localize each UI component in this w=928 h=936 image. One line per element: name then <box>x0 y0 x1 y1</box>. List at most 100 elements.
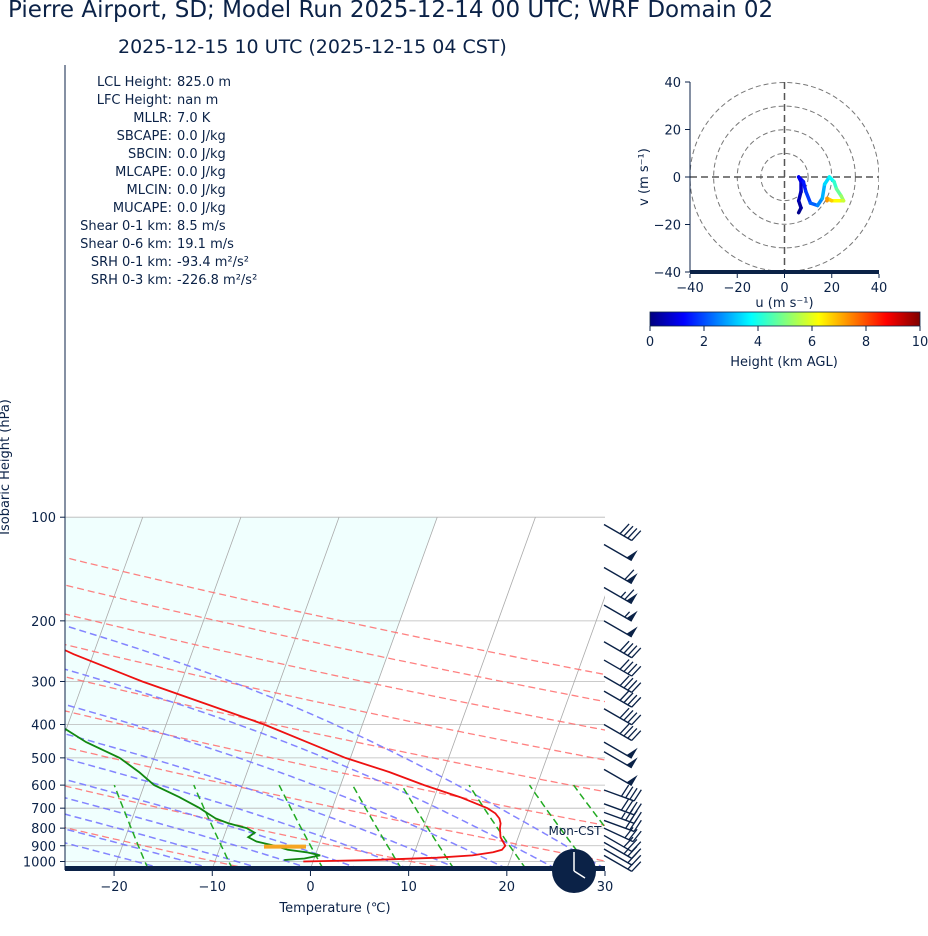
barb-staff <box>603 523 633 542</box>
x-tick-label: 0 <box>306 880 314 895</box>
param-value: 7.0 K <box>177 111 211 126</box>
barb-staff <box>603 708 633 726</box>
moist-region-shading <box>65 517 438 869</box>
moist-adiabat <box>65 813 262 870</box>
barb-flag <box>623 677 634 689</box>
isotherm-line <box>703 517 830 869</box>
barb-flag <box>631 730 642 741</box>
hodo-segment <box>804 189 813 205</box>
barb-half-flag <box>620 812 626 820</box>
clock-label: Mon-CST <box>549 824 603 838</box>
barb-staff <box>603 848 633 866</box>
y-tick-label: 300 <box>31 675 56 690</box>
wind-barb <box>603 640 642 659</box>
barb-staff <box>603 854 633 873</box>
barb-flag <box>632 830 642 843</box>
param-value: -93.4 m²/s² <box>177 255 249 270</box>
clock-hour-hand <box>573 870 586 879</box>
sounding-parameters: LCL Height: 825.0 m LFC Height: nan m MLLR: 7… <box>80 75 257 288</box>
wind-barb <box>603 848 642 866</box>
barb-flag <box>620 798 630 811</box>
wind-barbs <box>603 523 642 873</box>
barb-flag <box>627 852 638 864</box>
barb-flag <box>627 663 638 675</box>
param-label: Shear 0-6 km: <box>80 237 172 252</box>
dry-adiabat <box>65 613 605 731</box>
isotherm-line <box>604 867 605 869</box>
mixing-ratio-line <box>278 784 324 870</box>
mixing-ratio-line <box>572 784 605 829</box>
barb-flag <box>624 589 635 600</box>
wind-barb <box>603 841 642 859</box>
isotherm-line <box>408 517 536 869</box>
barb-flag <box>623 661 634 673</box>
barb-staff <box>603 659 633 677</box>
barb-flag <box>627 838 638 850</box>
moist-adiabat <box>65 668 557 870</box>
y-tick-label: 800 <box>31 822 56 837</box>
barb-staff <box>603 690 633 708</box>
wind-barb <box>603 707 642 726</box>
hodo-y-tick-label: −40 <box>654 266 681 281</box>
param-value: 8.5 m/s <box>177 219 226 234</box>
param-value: -226.8 m²/s² <box>177 273 257 288</box>
moist-adiabat <box>65 828 213 870</box>
dry-adiabat <box>65 584 605 703</box>
dry-adiabat <box>65 556 605 676</box>
skewt-axes: Isobaric Height (hPa) Temperature (℃) −2… <box>0 65 613 916</box>
barb-pennant <box>626 757 638 768</box>
dry-adiabat <box>65 746 605 862</box>
barb-flag <box>623 692 634 704</box>
barb-flag <box>619 690 630 701</box>
y-tick-label: 700 <box>31 802 56 817</box>
param-value: nan m <box>177 93 218 108</box>
param-label: SRH 0-3 km: <box>91 273 172 288</box>
barb-flag <box>623 836 634 848</box>
mixing-ratio-line <box>193 784 234 870</box>
barb-half-flag <box>620 591 627 598</box>
y-tick-label: 400 <box>31 718 56 733</box>
param-label: MUCAPE: <box>113 201 172 216</box>
hodo-bottom-spine <box>690 270 879 274</box>
wind-barb <box>603 741 638 759</box>
barb-pennant <box>626 550 638 561</box>
barb-flag <box>623 643 634 654</box>
param-value: 0.0 J/kg <box>177 129 226 144</box>
param-value: 0.0 J/kg <box>177 183 226 198</box>
wind-barb <box>603 586 638 605</box>
barb-flag <box>631 714 642 726</box>
barb-flag <box>627 679 638 691</box>
param-label: SBCIN: <box>128 147 172 162</box>
barb-pennant <box>626 610 638 622</box>
barb-flag <box>631 696 642 708</box>
mixing-ratio-line <box>351 784 403 870</box>
barb-flag <box>633 789 642 802</box>
hodo-y-tick-label: 0 <box>673 171 681 186</box>
wind-barb <box>603 566 638 585</box>
param-label: SBCAPE: <box>117 129 172 144</box>
hodo-x-tick-label: 20 <box>823 281 840 296</box>
barb-staff <box>603 841 633 859</box>
barb-flag <box>619 707 630 719</box>
barb-flag <box>631 665 642 677</box>
barb-staff <box>603 723 633 742</box>
param-label: LCL Height: <box>97 75 172 90</box>
hodo-x-tick-label: 40 <box>871 281 888 296</box>
hodo-x-tick-label: −20 <box>724 281 751 296</box>
wind-barb <box>603 723 642 742</box>
y-tick-label: 200 <box>31 615 56 630</box>
hodo-x-tick-label: −40 <box>676 281 703 296</box>
param-label: Shear 0-1 km: <box>80 219 172 234</box>
barb-flag <box>627 645 638 656</box>
barb-pennant <box>626 747 638 759</box>
isotherm-line <box>65 517 144 734</box>
wind-barb <box>603 826 642 843</box>
barb-staff <box>603 789 635 802</box>
barb-flag <box>619 675 630 687</box>
param-label: MLLR: <box>133 111 172 126</box>
colorbar-tick-label: 0 <box>646 335 654 350</box>
barb-flag <box>627 845 638 857</box>
dry-adiabat <box>65 785 448 870</box>
barb-flag <box>619 723 630 735</box>
barb-flag <box>628 828 638 841</box>
